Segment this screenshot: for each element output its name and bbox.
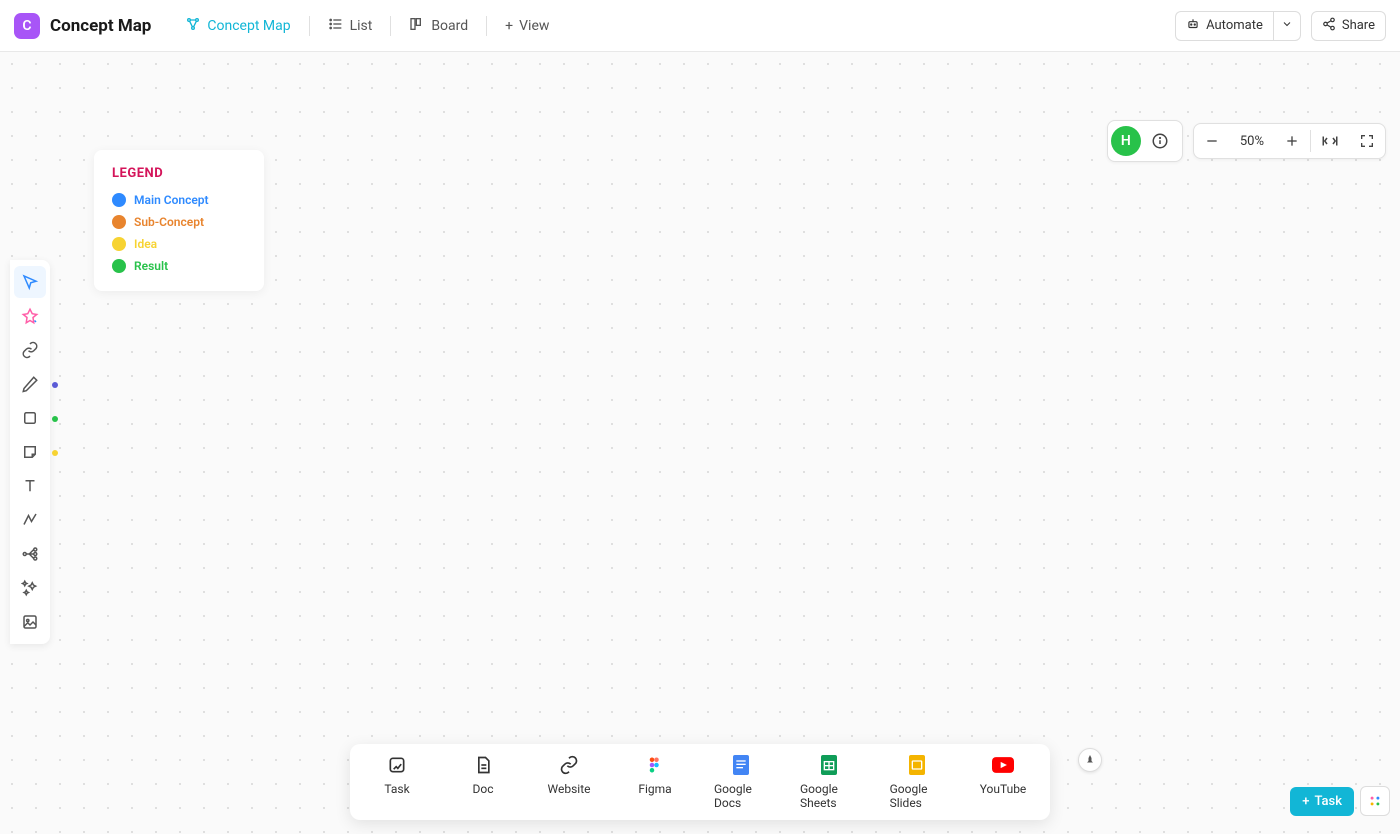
youtube-icon [992,754,1014,776]
zoom-in-button[interactable] [1274,125,1310,157]
doc-icon [472,754,494,776]
bottom-item-google-sheets[interactable]: Google Sheets [800,754,858,810]
legend-panel: LEGEND Main Concept Sub-Concept Idea Result [94,150,264,291]
add-view-label: View [519,18,549,34]
pin-toolbar-button[interactable] [1078,748,1102,772]
left-toolbar [10,260,50,644]
legend-dot [112,215,126,229]
bottom-item-label: Google Slides [890,782,944,810]
bottom-item-youtube[interactable]: YouTube [976,754,1030,810]
legend-title: LEGEND [112,166,246,181]
tool-link[interactable] [14,334,46,366]
plus-icon: + [1302,794,1309,809]
zoom-level[interactable]: 50% [1230,126,1274,157]
tab-label: Board [431,18,468,34]
zoom-controls: 50% [1193,123,1386,159]
tab-separator [390,16,391,36]
tabs: Concept Map List Board + View [173,10,561,42]
bottom-item-task[interactable]: Task [370,754,424,810]
tab-separator [309,16,310,36]
google-sheets-icon [818,754,840,776]
header-right-actions: Automate Share [1175,11,1386,41]
apps-grid-button[interactable] [1360,786,1390,816]
legend-dot [112,237,126,251]
tab-label: Concept Map [207,18,290,34]
fullscreen-button[interactable] [1349,125,1385,157]
legend-item: Main Concept [112,193,246,207]
share-label: Share [1342,18,1375,33]
tool-pen[interactable] [14,368,46,400]
add-view-button[interactable]: + View [493,12,561,40]
tab-concept-map[interactable]: Concept Map [173,10,302,42]
tab-list[interactable]: List [316,10,385,42]
legend-dot [112,259,126,273]
share-button[interactable]: Share [1311,11,1386,41]
tool-sticky-note[interactable] [14,436,46,468]
presence-pill: H [1107,120,1183,162]
legend-dot [112,193,126,207]
canvas-controls: H 50% [1107,120,1386,162]
user-avatar[interactable]: H [1111,126,1141,156]
concept-map-icon [185,16,201,36]
tab-label: List [350,18,373,34]
legend-item: Sub-Concept [112,215,246,229]
bottom-item-label: Website [548,782,591,796]
tab-separator [486,16,487,36]
bottom-item-website[interactable]: Website [542,754,596,810]
bottom-item-label: Google Docs [714,782,768,810]
automate-button[interactable]: Automate [1175,11,1273,41]
robot-icon [1186,17,1200,35]
bottom-toolbar: Task Doc Website Figma Google Docs Google She… [350,744,1050,820]
task-icon [386,754,408,776]
automate-button-group: Automate [1175,11,1301,41]
tool-mindmap[interactable] [14,538,46,570]
tool-ai[interactable] [14,300,46,332]
google-slides-icon [906,754,928,776]
zoom-out-button[interactable] [1194,125,1230,157]
website-icon [558,754,580,776]
note-color-dot [52,450,58,456]
pen-color-dot [52,382,58,388]
legend-label: Main Concept [134,193,209,207]
tool-magic[interactable] [14,572,46,604]
info-button[interactable] [1141,124,1179,158]
automate-label: Automate [1206,18,1263,33]
legend-item: Result [112,259,246,273]
top-bar: C Concept Map Concept Map List Board + V… [0,0,1400,52]
bottom-item-label: Google Sheets [800,782,858,810]
legend-item: Idea [112,237,246,251]
canvas[interactable]: LEGEND Main Concept Sub-Concept Idea Result… [0,52,1400,834]
tool-image[interactable] [14,606,46,638]
figma-icon [644,754,666,776]
bottom-item-label: Task [384,782,409,796]
legend-label: Result [134,259,168,273]
fit-width-button[interactable] [1311,124,1349,158]
app-title: Concept Map [50,16,151,36]
bottom-item-label: Figma [638,782,671,796]
bottom-item-google-slides[interactable]: Google Slides [890,754,944,810]
legend-label: Idea [134,237,157,251]
create-task-button[interactable]: + Task [1290,787,1354,816]
legend-label: Sub-Concept [134,215,204,229]
bottom-item-label: YouTube [980,782,1027,796]
bottom-item-doc[interactable]: Doc [456,754,510,810]
automate-dropdown-button[interactable] [1273,11,1301,41]
share-icon [1322,17,1336,35]
app-icon: C [14,13,40,39]
tool-text[interactable] [14,470,46,502]
tool-shape[interactable] [14,402,46,434]
bottom-item-label: Doc [473,782,494,796]
board-icon [409,16,425,36]
chevron-down-icon [1281,18,1293,34]
task-button-label: Task [1314,794,1342,809]
shape-color-dot [52,416,58,422]
plus-icon: + [505,18,513,34]
google-docs-icon [730,754,752,776]
tab-board[interactable]: Board [397,10,480,42]
bottom-item-figma[interactable]: Figma [628,754,682,810]
tool-connector[interactable] [14,504,46,536]
tool-pointer[interactable] [14,266,46,298]
bottom-item-google-docs[interactable]: Google Docs [714,754,768,810]
list-icon [328,16,344,36]
